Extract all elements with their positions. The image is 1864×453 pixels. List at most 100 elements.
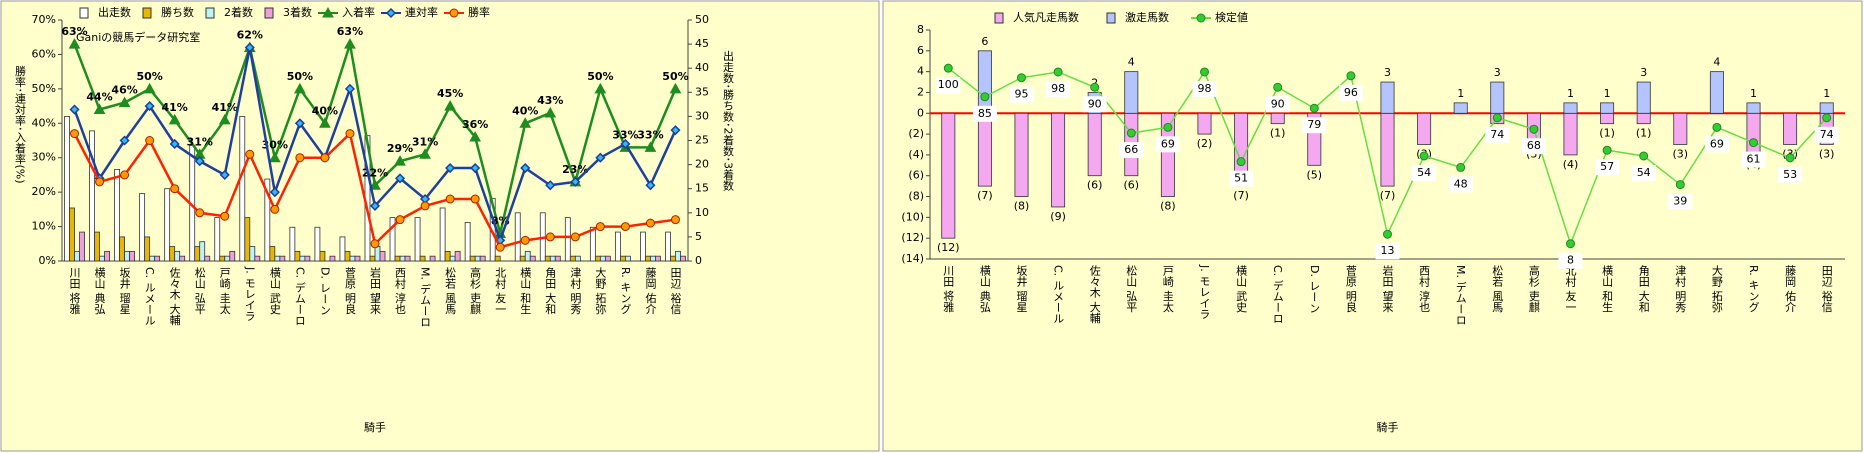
legend-label: 勝ち数 (161, 5, 194, 19)
x-tick-label: 西村 淳也 (1418, 265, 1431, 313)
y2-tick-label: 45 (695, 37, 709, 50)
bar (329, 255, 336, 262)
point-label: 50% (136, 70, 162, 83)
point-label-box (1375, 243, 1400, 260)
point-label: 74 (1820, 128, 1834, 141)
y-tick-label: 50% (32, 82, 56, 95)
x-tick-label: 菅原 明良 (1344, 265, 1357, 313)
y2-tick-label: 30 (695, 109, 709, 122)
point-label-box (1485, 126, 1510, 143)
bar (1197, 112, 1212, 135)
bar (665, 231, 671, 262)
legend-label: 連対率 (405, 5, 438, 19)
point-label: 63% (61, 25, 87, 38)
point (219, 169, 230, 180)
bar (670, 255, 676, 262)
bar (404, 255, 411, 262)
bar (1819, 102, 1834, 114)
bar (554, 255, 561, 262)
point-label: 54 (1417, 166, 1431, 179)
legend-label: 検定値 (1215, 10, 1248, 24)
point (95, 177, 105, 187)
bar (1380, 81, 1395, 114)
x-tick-label: 横山 武史 (268, 266, 281, 315)
y-tick-label: 10% (32, 220, 56, 233)
bar-label: (7) (1233, 189, 1249, 202)
legend-label: 3着数 (283, 5, 312, 19)
y2-tick-label: 10 (695, 206, 709, 219)
bar (1746, 112, 1761, 156)
point (1785, 153, 1795, 163)
point (645, 180, 656, 191)
point (1419, 151, 1429, 161)
point (1602, 145, 1612, 155)
point-label: 50% (662, 70, 688, 83)
bar-label: 1 (1823, 87, 1830, 100)
x-tick-label: 松若 風馬 (444, 266, 457, 315)
x-tick-label: R. キング (1747, 265, 1760, 312)
bar-label: 3 (1494, 66, 1501, 79)
bar (389, 217, 396, 262)
point (344, 83, 356, 94)
y-tick-label: (14) (901, 252, 924, 265)
point (1200, 67, 1209, 77)
x-tick-label: 西村 淳也 (394, 267, 407, 315)
legend-label: 勝率 (468, 5, 490, 19)
x-tick-label: 横山 典弘 (93, 266, 106, 315)
bar (199, 241, 206, 262)
bar (514, 212, 521, 262)
point-label: 57 (1600, 160, 1614, 173)
point-label: 31% (187, 135, 213, 148)
bar-label: 3 (1640, 66, 1647, 79)
legend-label: 出走数 (98, 5, 131, 19)
bar (164, 188, 171, 262)
x-tick-label: 菅原 明良 (343, 267, 356, 315)
bar (650, 255, 656, 262)
point (595, 222, 605, 232)
bar (1490, 81, 1505, 114)
legend-label: 激走馬数 (1125, 10, 1169, 24)
x-tick-label: 横山 武史 (1235, 264, 1248, 313)
bar-label: 6 (981, 35, 988, 48)
x-tick-label: 横山 和生 (519, 266, 532, 315)
bar (394, 255, 401, 262)
point (1163, 122, 1173, 132)
point (295, 153, 305, 163)
x-tick-label: 川田 将雅 (68, 267, 81, 315)
y2-tick-label: 50 (695, 13, 709, 26)
point-label: 50% (287, 70, 313, 83)
bar (619, 255, 626, 262)
bar (1783, 112, 1798, 145)
y-tick-label: 8 (917, 23, 924, 36)
point (1822, 113, 1832, 123)
point-label-box (1704, 136, 1729, 153)
right-panel (882, 0, 1863, 452)
point (419, 148, 431, 159)
bar (304, 255, 311, 262)
bar (379, 250, 386, 262)
x-tick-label: 横山 和生 (1601, 264, 1614, 313)
point (645, 218, 655, 228)
point (520, 235, 530, 245)
bar (1380, 112, 1395, 187)
bar (524, 250, 531, 262)
point (369, 200, 381, 211)
bar (645, 255, 651, 262)
point (169, 138, 180, 150)
y-tick-label: 60% (32, 47, 56, 60)
point-label: 39 (1673, 195, 1687, 208)
bar (214, 217, 221, 262)
bar (594, 255, 601, 262)
bar-label: 1 (1457, 87, 1464, 100)
bar (1160, 112, 1175, 197)
bar (1600, 112, 1615, 125)
y-tick-label: 2 (917, 85, 924, 98)
point (980, 92, 990, 102)
point (394, 173, 406, 184)
bar (429, 255, 436, 262)
point (369, 179, 381, 190)
point (570, 232, 580, 242)
point-label: 68 (1527, 139, 1541, 152)
point (1273, 82, 1283, 92)
point (620, 138, 631, 150)
